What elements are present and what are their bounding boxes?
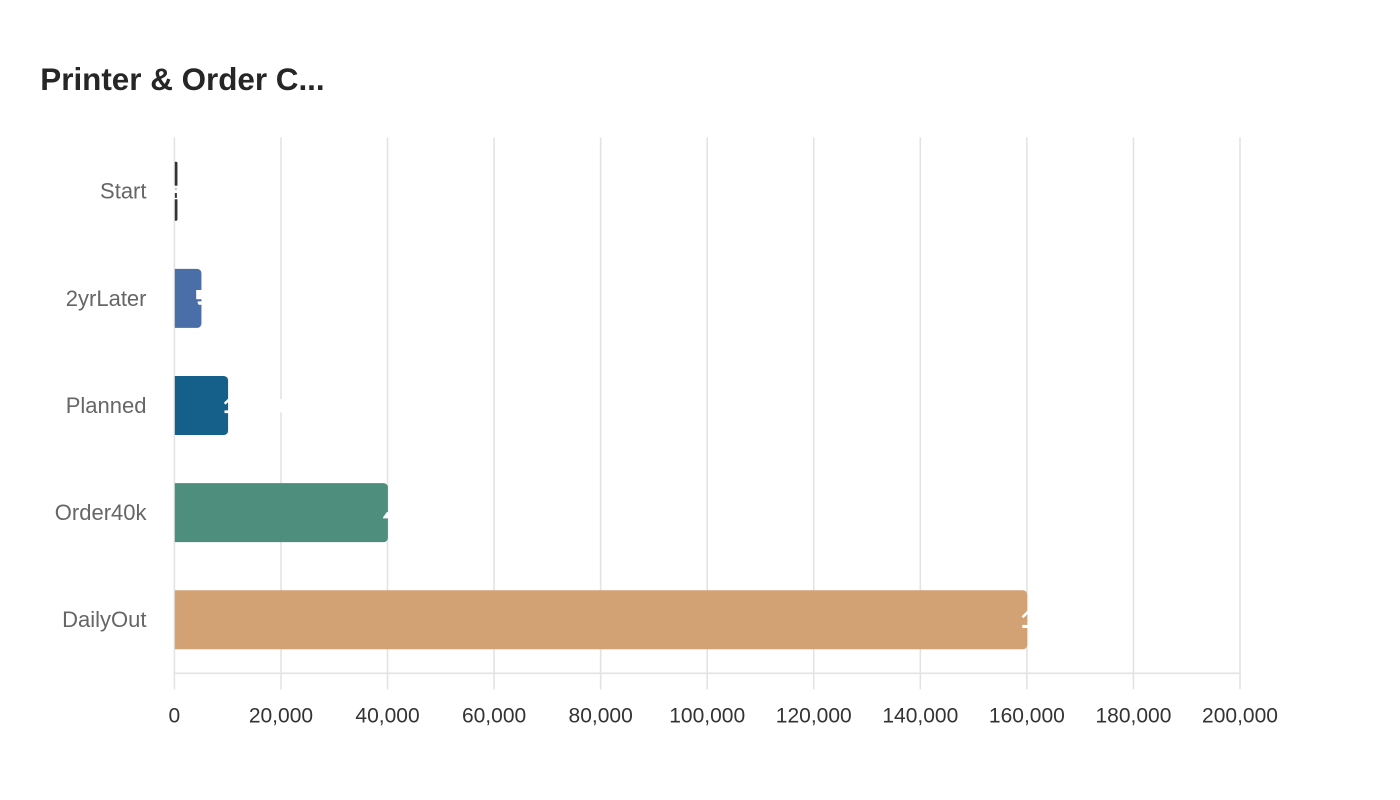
svg-text:180,000: 180,000 (1095, 705, 1171, 728)
svg-text:60,000: 60,000 (462, 705, 526, 728)
svg-text:Printer & Order C...: Printer & Order C... (40, 62, 324, 97)
svg-text:140,000: 140,000 (882, 705, 958, 728)
svg-text:160,000: 160,000 (989, 705, 1065, 728)
svg-text:200,000: 200,000 (1202, 705, 1278, 728)
svg-text:Planned: Planned (66, 393, 147, 418)
svg-text:80,000: 80,000 (569, 705, 633, 728)
svg-text:40,000: 40,000 (355, 705, 419, 728)
svg-text:100,000: 100,000 (669, 705, 745, 728)
svg-text:120,000: 120,000 (776, 705, 852, 728)
svg-text:Start: Start (100, 179, 146, 204)
svg-text:Order40k: Order40k (55, 500, 148, 525)
svg-text:DailyOut: DailyOut (62, 607, 146, 632)
svg-text:2yrLater: 2yrLater (66, 286, 147, 311)
svg-text:0: 0 (169, 705, 181, 728)
svg-text:20,000: 20,000 (249, 705, 313, 728)
